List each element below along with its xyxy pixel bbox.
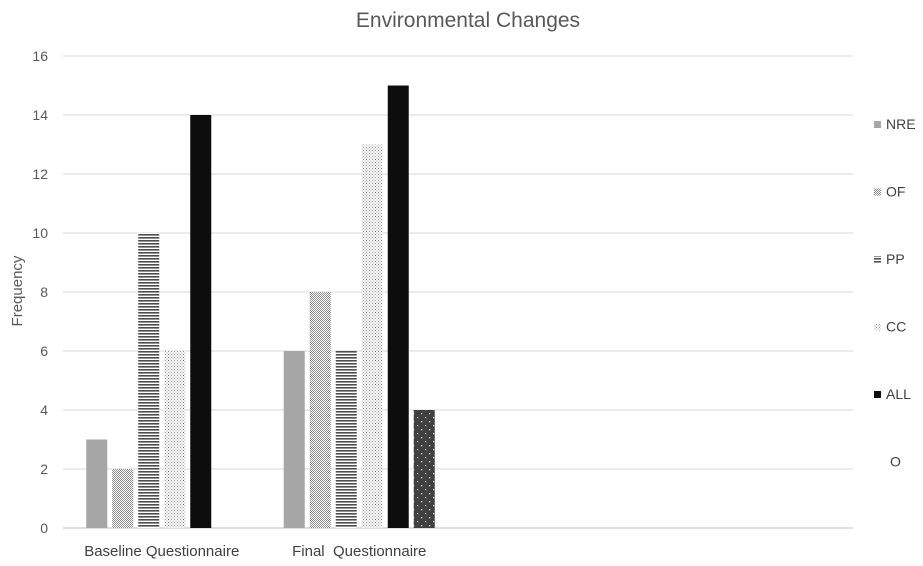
- y-tick-labels: 0 2 4 6 8 10 12 14 16: [32, 48, 48, 536]
- y-tick-label: 10: [32, 225, 48, 241]
- legend-label: PP: [886, 251, 905, 267]
- y-tick-label: 0: [40, 520, 48, 536]
- y-tick-label: 4: [40, 402, 48, 418]
- bar-cc-baseline: [164, 351, 186, 528]
- y-axis-label: Frequency: [9, 255, 26, 326]
- chart-title: Environmental Changes: [356, 9, 580, 32]
- legend-label: ALL: [886, 386, 911, 402]
- legend-item-all: ALL: [874, 386, 911, 402]
- y-tick-label: 14: [32, 107, 48, 123]
- legend-item-of: OF: [874, 184, 905, 200]
- y-tick-label: 12: [32, 166, 48, 182]
- legend: NRE OF PP CC ALL O: [874, 116, 916, 470]
- y-tick-label: 2: [40, 461, 48, 477]
- bar-o-final: [413, 410, 435, 528]
- legend-swatch: [874, 391, 881, 398]
- legend-swatch: [874, 323, 881, 331]
- legend-label: NRE: [886, 116, 916, 132]
- legend-label: O: [890, 454, 901, 470]
- bar-all-final: [387, 85, 409, 528]
- bars: [86, 85, 435, 528]
- bar-pp-baseline: [138, 233, 160, 528]
- legend-item-nre: NRE: [874, 116, 916, 132]
- bar-cc-final: [361, 144, 383, 528]
- legend-swatch: [874, 256, 881, 263]
- bar-nre-final: [283, 351, 305, 528]
- x-tick-label: Baseline Questionnaire: [84, 543, 239, 560]
- y-tick-label: 6: [40, 343, 48, 359]
- legend-swatch: [874, 121, 881, 128]
- bar-pp-final: [335, 351, 357, 528]
- legend-item-o: O: [890, 454, 901, 470]
- bar-all-baseline: [190, 115, 212, 528]
- bar-of-final: [309, 292, 331, 528]
- x-tick-label: Final Questionnaire: [292, 543, 426, 560]
- bar-nre-baseline: [86, 439, 108, 528]
- legend-label: OF: [886, 184, 905, 200]
- bar-of-baseline: [112, 469, 134, 528]
- legend-item-cc: CC: [874, 319, 906, 335]
- x-tick-labels: Baseline Questionnaire Final Questionnair…: [84, 543, 426, 560]
- y-tick-label: 8: [40, 284, 48, 300]
- legend-label: CC: [886, 319, 906, 335]
- legend-swatch: [874, 188, 881, 196]
- y-tick-label: 16: [32, 48, 48, 64]
- legend-item-pp: PP: [874, 251, 905, 267]
